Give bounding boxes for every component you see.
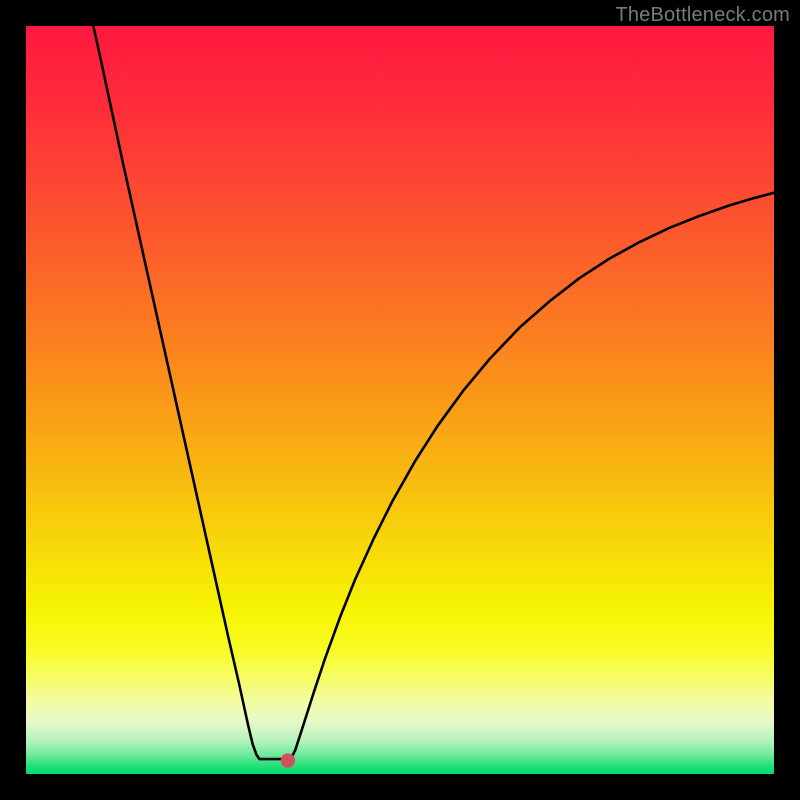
plot-background-gradient xyxy=(26,26,774,774)
optimum-marker xyxy=(281,753,295,767)
chart-svg xyxy=(0,0,800,800)
chart-container: TheBottleneck.com xyxy=(0,0,800,800)
watermark-label: TheBottleneck.com xyxy=(615,4,790,27)
